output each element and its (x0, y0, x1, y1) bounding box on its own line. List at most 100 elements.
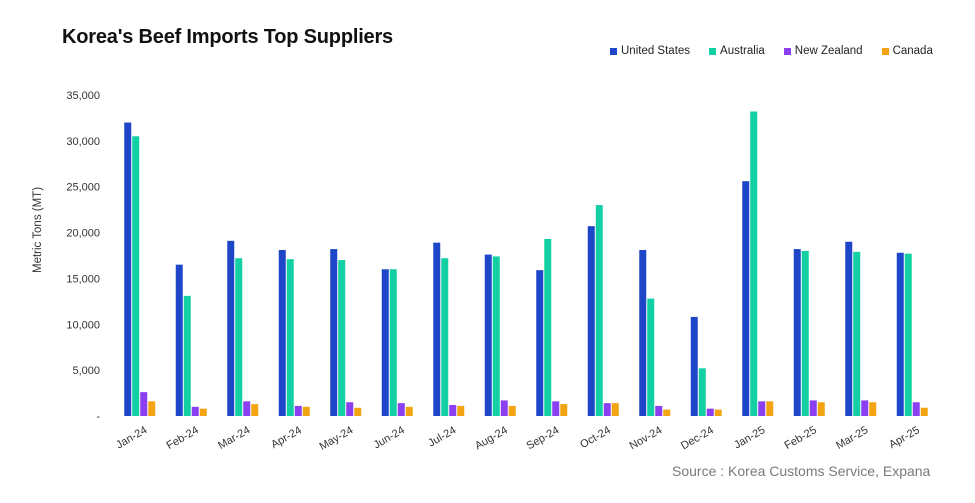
legend-swatch-australia (709, 47, 717, 55)
bar-new-zealand (912, 402, 920, 416)
bar-canada (663, 409, 671, 416)
legend-item-united-states: United States (610, 45, 690, 57)
legend-swatch-canada (881, 47, 889, 55)
bar-new-zealand (191, 406, 199, 416)
x-tick-label: Nov-24 (628, 424, 665, 452)
bar-canada (508, 405, 516, 416)
bar-canada (817, 402, 825, 416)
legend-item-canada: Canada (881, 45, 933, 57)
legend-label-new-zealand: New Zealand (794, 45, 863, 57)
bar-united-states (433, 242, 441, 416)
y-tick-label: - (96, 411, 100, 423)
bar-australia (853, 251, 861, 416)
bar-united-states (536, 270, 544, 416)
bar-series (124, 111, 928, 416)
x-tick-label: Apr-25 (887, 424, 922, 451)
bar-canada (354, 407, 362, 416)
x-tick-label: Feb-24 (165, 424, 201, 452)
bar-canada (920, 407, 928, 416)
bar-new-zealand (449, 404, 457, 416)
x-tick-label: Jan-25 (732, 424, 767, 451)
bar-australia (647, 298, 655, 416)
legend-label-united-states: United States (621, 45, 691, 57)
bar-new-zealand (758, 401, 766, 416)
y-tick-label: 20,000 (66, 228, 100, 240)
chart-title: Korea's Beef Imports Top Suppliers (62, 26, 393, 48)
x-tick-label: May-24 (317, 424, 355, 453)
y-tick-label: 35,000 (66, 90, 100, 102)
x-tick-label: Jun-24 (372, 424, 407, 451)
bar-united-states (124, 122, 132, 416)
bar-united-states (690, 316, 698, 416)
bar-australia (801, 250, 809, 416)
bar-new-zealand (294, 405, 302, 416)
bar-canada (148, 401, 156, 416)
x-axis: Jan-24 Feb-24 Mar-24 Apr-24 May-24 Jun-24 Jul-… (114, 424, 922, 453)
bar-canada (766, 401, 774, 416)
bar-new-zealand (655, 405, 663, 416)
chart-legend: United States Australia New Zealand Cana… (610, 44, 933, 58)
x-tick-label: Sep-24 (525, 424, 562, 452)
y-tick-label: 15,000 (66, 273, 100, 285)
y-tick-label: 10,000 (66, 319, 100, 331)
bar-canada (457, 405, 465, 416)
bar-united-states (793, 249, 801, 416)
bar-united-states (896, 252, 904, 416)
y-axis: - 5,000 10,000 15,000 20,000 25,000 30,000 35,0… (66, 90, 100, 423)
bar-australia (904, 253, 912, 416)
bar-united-states (845, 241, 853, 416)
bar-new-zealand (861, 400, 869, 416)
bar-canada (302, 406, 310, 416)
bar-australia (286, 259, 294, 416)
x-tick-label: Feb-25 (783, 424, 819, 452)
bar-united-states (175, 264, 183, 416)
bar-australia (235, 258, 243, 416)
bar-new-zealand (140, 392, 148, 416)
bar-australia (750, 111, 758, 416)
x-tick-label: Jul-24 (426, 424, 458, 449)
bar-united-states (639, 249, 647, 416)
bar-united-states (381, 269, 389, 416)
x-tick-label: Oct-24 (578, 424, 613, 451)
bar-australia (544, 238, 552, 416)
bar-new-zealand (552, 401, 560, 416)
x-tick-label: Mar-25 (834, 424, 870, 452)
legend-item-new-zealand: New Zealand (783, 45, 863, 57)
bar-united-states (742, 181, 750, 416)
bar-new-zealand (706, 408, 714, 416)
bar-australia (441, 258, 449, 416)
legend-swatch-united-states (610, 47, 617, 55)
x-tick-label: Dec-24 (679, 424, 716, 452)
y-axis-title: Metric Tons (MT) (32, 187, 44, 273)
bar-canada (611, 403, 619, 416)
x-tick-label: Mar-24 (216, 424, 252, 452)
bar-australia (492, 256, 500, 416)
bar-united-states (330, 249, 338, 416)
bar-australia (698, 368, 706, 416)
bar-new-zealand (346, 402, 354, 416)
bar-new-zealand (809, 400, 817, 416)
y-tick-label: 5,000 (72, 365, 100, 377)
bar-australia (338, 260, 346, 416)
y-tick-label: 30,000 (66, 136, 100, 148)
bar-new-zealand (397, 403, 405, 416)
bar-united-states (278, 249, 286, 416)
bar-canada (869, 402, 877, 416)
x-tick-label: Apr-24 (269, 424, 304, 451)
bar-canada (199, 408, 207, 416)
bar-australia (595, 205, 603, 416)
bar-australia (132, 136, 140, 416)
bar-united-states (587, 226, 595, 416)
bar-new-zealand (243, 401, 251, 416)
bar-australia (389, 269, 397, 416)
y-tick-label: 25,000 (66, 182, 100, 194)
bar-canada (405, 406, 413, 416)
legend-swatch-new-zealand (783, 47, 791, 55)
source-note: Source : Korea Customs Service, Expana (672, 463, 931, 479)
legend-label-australia: Australia (720, 45, 765, 57)
bar-canada (251, 404, 259, 416)
bar-new-zealand (500, 400, 508, 416)
bar-canada (714, 409, 722, 416)
legend-item-australia: Australia (709, 45, 765, 57)
bar-united-states (227, 240, 235, 416)
